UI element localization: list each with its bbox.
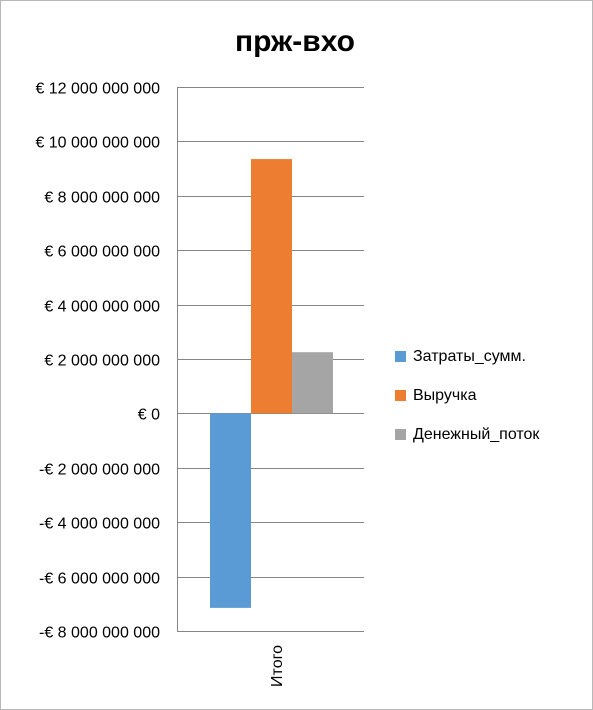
legend-item-cashflow: Денежный_поток	[395, 415, 590, 454]
y-tick-label: € 12 000 000 000	[35, 81, 160, 98]
y-tick-label: € 2 000 000 000	[44, 353, 160, 370]
legend-label-costs: Затраты_сумм.	[413, 347, 526, 365]
x-category-label: Итого	[269, 645, 286, 687]
bar-revenue	[251, 159, 292, 414]
legend-item-revenue: Выручка	[395, 376, 590, 415]
y-tick-label: -€ 6 000 000 000	[39, 571, 160, 588]
legend-item-costs: Затраты_сумм.	[395, 337, 590, 376]
bar-cashflow	[292, 352, 333, 414]
y-tick-label: -€ 8 000 000 000	[39, 625, 160, 642]
legend-swatch-costs	[395, 351, 406, 362]
legend-label-revenue: Выручка	[413, 386, 477, 404]
legend-label-cashflow: Денежный_поток	[413, 425, 540, 443]
legend-swatch-revenue	[395, 390, 406, 401]
y-tick-label: € 8 000 000 000	[44, 190, 160, 207]
legend-swatch-cashflow	[395, 429, 406, 440]
chart-title: прж-вхо	[234, 25, 355, 58]
legend: Затраты_сумм. Выручка Денежный_поток	[395, 337, 590, 454]
y-tick-label: € 10 000 000 000	[35, 135, 160, 152]
y-tick-label: € 4 000 000 000	[44, 299, 160, 316]
y-tick-label: € 6 000 000 000	[44, 244, 160, 261]
bar-costs	[210, 413, 251, 608]
y-tick-label: -€ 2 000 000 000	[39, 462, 160, 479]
y-tick-label: -€ 4 000 000 000	[39, 516, 160, 533]
y-tick-label: € 0	[138, 407, 160, 424]
